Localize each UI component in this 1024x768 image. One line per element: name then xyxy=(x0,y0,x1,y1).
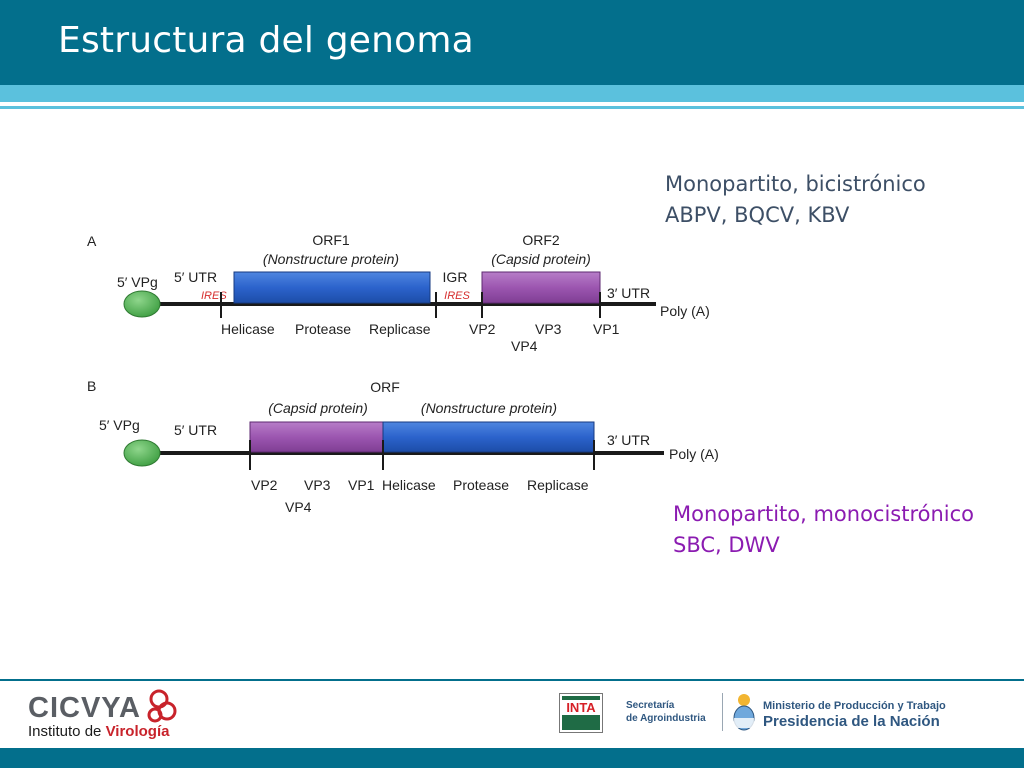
vp1-label-b: VP1 xyxy=(348,477,375,493)
vp2-label-a: VP2 xyxy=(469,321,496,337)
replicase-label-a: Replicase xyxy=(369,321,431,337)
polya-label-a: Poly (A) xyxy=(660,303,710,319)
title-bar xyxy=(0,0,1024,85)
caption-monocistronic: Monopartito, monocistrónico SBC, DWV xyxy=(673,499,974,561)
ministerio-label: Ministerio de Producción y Trabajo xyxy=(763,700,946,712)
igr-label: IGR xyxy=(443,269,468,285)
header-divider-gap xyxy=(0,102,1024,106)
utr3-label-a: 3′ UTR xyxy=(607,285,650,301)
vpg-label-a: 5′ VPg xyxy=(117,274,158,290)
coat-of-arms-icon xyxy=(733,694,755,731)
vp3-label-b: VP3 xyxy=(304,477,331,493)
secretaria-label: Secretaría de Agroindustria xyxy=(626,699,706,725)
bottom-bar xyxy=(0,748,1024,768)
replicase-label-b: Replicase xyxy=(527,477,589,493)
orf2-label: ORF2 xyxy=(522,232,560,248)
polya-label-b: Poly (A) xyxy=(669,446,719,462)
inta-logo-text: INTA xyxy=(562,700,600,715)
vpg-circle-a xyxy=(123,290,161,318)
ires-label-a1: IRES xyxy=(201,290,227,302)
utr5-label-a: 5′ UTR xyxy=(174,269,217,285)
protease-label-a: Protease xyxy=(295,321,351,337)
capsid-desc-b: (Capsid protein) xyxy=(268,400,368,416)
protease-label-b: Protease xyxy=(453,477,509,493)
cicvya-logo-text: CICVYA xyxy=(28,692,141,724)
orf2-desc: (Capsid protein) xyxy=(491,251,591,267)
helicase-label-a: Helicase xyxy=(221,321,275,337)
instituto-label: Instituto de Virología xyxy=(28,723,169,740)
helicase-label-b: Helicase xyxy=(382,477,436,493)
vp3-label-a: VP3 xyxy=(535,321,562,337)
nonstructure-box-b xyxy=(382,421,595,453)
vpg-circle-b xyxy=(123,439,161,467)
footer-logo-separator xyxy=(722,693,723,731)
panel-a-label: A xyxy=(87,233,97,249)
nonstructure-desc-b: (Nonstructure protein) xyxy=(421,400,557,416)
vpg-label-b: 5′ VPg xyxy=(99,417,140,433)
vp2-label-b: VP2 xyxy=(251,477,278,493)
orf-label-b: ORF xyxy=(370,379,400,395)
header-divider-line xyxy=(0,106,1024,109)
presidencia-label: Presidencia de la Nación xyxy=(763,713,940,730)
panel-a: A 5′ VPg 5′ UTR IRES ORF1 (Nonstructure … xyxy=(87,232,710,354)
instituto-virologia: Virología xyxy=(105,723,170,740)
utr3-label-b: 3′ UTR xyxy=(607,432,650,448)
utr5-label-b: 5′ UTR xyxy=(174,422,217,438)
secretaria-line2: de Agroindustria xyxy=(626,713,706,724)
orf1-box xyxy=(233,271,431,304)
capsid-box-b xyxy=(249,421,384,453)
caption-bicistronic-title: Monopartito, bicistrónico xyxy=(665,172,926,196)
footer-divider xyxy=(0,679,1024,681)
ires-label-a2: IRES xyxy=(444,290,470,302)
caption-monocistronic-title: Monopartito, monocistrónico xyxy=(673,502,975,526)
orf1-desc: (Nonstructure protein) xyxy=(263,251,399,267)
panel-b: B 5′ VPg 5′ UTR ORF (Capsid protein) (No… xyxy=(87,378,719,515)
secretaria-line1: Secretaría xyxy=(626,700,675,711)
vp4-label-a: VP4 xyxy=(511,338,538,354)
instituto-prefix: Instituto de xyxy=(28,723,106,740)
caption-bicistronic-viruses: ABPV, BQCV, KBV xyxy=(665,203,850,227)
vp1-label-a: VP1 xyxy=(593,321,620,337)
orf2-box xyxy=(481,271,601,304)
header-stripe xyxy=(0,85,1024,102)
orf1-label: ORF1 xyxy=(312,232,350,248)
vp4-label-b: VP4 xyxy=(285,499,312,515)
slide-title: Estructura del genoma xyxy=(58,20,474,61)
cicvya-logo-icon xyxy=(147,689,177,723)
caption-bicistronic: Monopartito, bicistrónico ABPV, BQCV, KB… xyxy=(665,169,926,231)
panel-b-label: B xyxy=(87,378,96,394)
caption-monocistronic-viruses: SBC, DWV xyxy=(673,533,780,557)
